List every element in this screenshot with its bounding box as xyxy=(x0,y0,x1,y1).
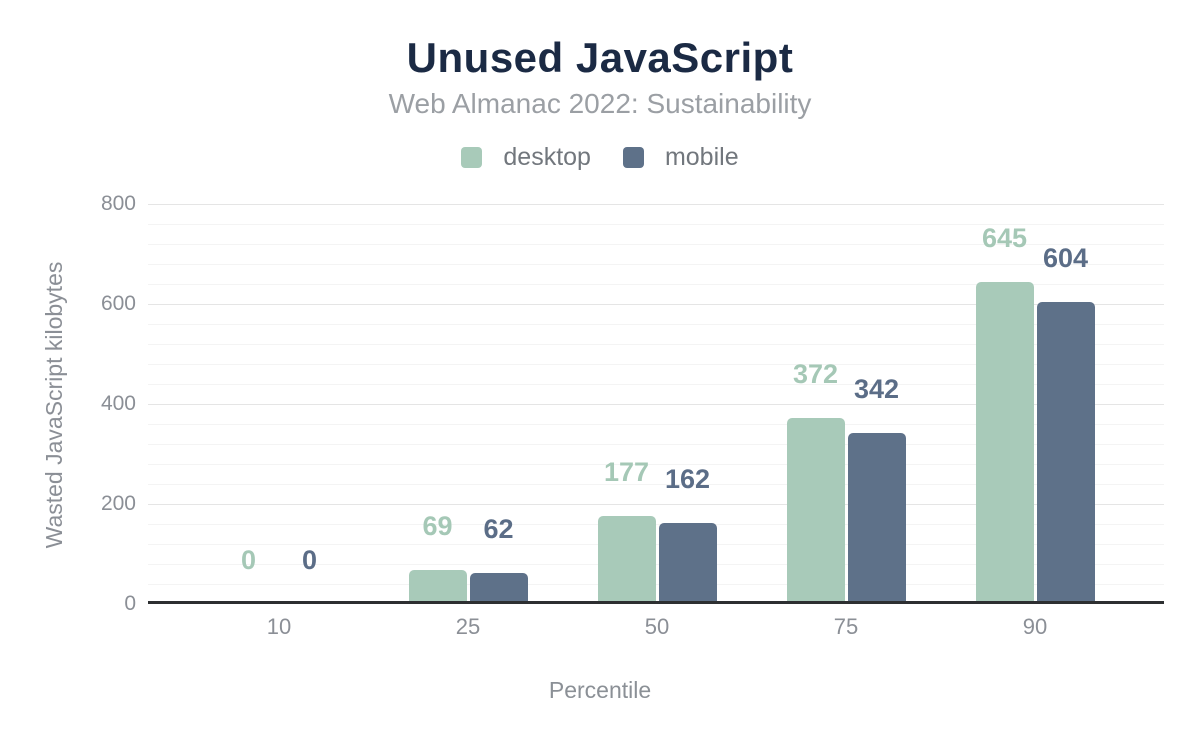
bar-desktop-p25 xyxy=(408,569,467,604)
gridline-minor xyxy=(148,524,1164,525)
y-tick-label: 200 xyxy=(100,492,136,515)
bar-desktop-p90 xyxy=(975,281,1034,604)
gridline-minor xyxy=(148,384,1164,385)
bar-value-label-desktop-p90: 645 xyxy=(981,222,1028,253)
legend-label-desktop: desktop xyxy=(503,143,591,171)
y-tick-label: 0 xyxy=(124,592,136,615)
bar-mobile-p75 xyxy=(847,433,906,604)
y-tick-label: 400 xyxy=(100,392,136,415)
legend-item-mobile: mobile xyxy=(622,143,739,172)
x-tick-label: 25 xyxy=(455,614,481,639)
gridline-major xyxy=(148,304,1164,305)
x-axis-title: Percentile xyxy=(548,677,652,703)
legend-swatch-desktop-icon xyxy=(461,147,483,168)
gridline-minor xyxy=(148,484,1164,485)
x-tick-label: 50 xyxy=(644,614,670,639)
bar-value-label-desktop-p50: 177 xyxy=(603,456,650,487)
gridline-minor xyxy=(148,324,1164,325)
x-tick-label: 75 xyxy=(833,614,859,639)
chart-subtitle: Web Almanac 2022: Sustainability xyxy=(388,88,812,119)
x-axis-line xyxy=(148,601,1164,604)
gridline-minor xyxy=(148,564,1164,565)
gridline-minor xyxy=(148,344,1164,345)
bar-value-label-desktop-p75: 372 xyxy=(792,359,839,389)
gridline-minor xyxy=(148,464,1164,465)
x-tick-label: 90 xyxy=(1022,614,1048,639)
gridline-minor xyxy=(148,584,1164,585)
gridline-major xyxy=(148,204,1164,205)
legend-item-desktop: desktop xyxy=(461,143,591,172)
gridline-minor xyxy=(148,424,1164,425)
bar-value-label-mobile-p10: 0 xyxy=(301,545,318,575)
bar-value-label-mobile-p50: 162 xyxy=(664,464,711,494)
chart-title: Unused JavaScript xyxy=(406,34,794,81)
gridline-minor xyxy=(148,244,1164,245)
legend-swatch-mobile-icon xyxy=(622,147,644,168)
gridline-major xyxy=(148,404,1164,405)
bar-value-label-mobile-p25: 62 xyxy=(483,514,514,544)
bar-value-label-desktop-p25: 69 xyxy=(422,510,453,541)
plot-area: 0 0 69 62 177 162 372 342 645 604 xyxy=(148,204,1164,604)
y-tick-label: 800 xyxy=(100,192,136,215)
x-tick-label: 10 xyxy=(266,614,292,639)
gridline-minor xyxy=(148,544,1164,545)
bar-value-label-mobile-p90: 604 xyxy=(1042,243,1089,273)
gridline-minor xyxy=(148,224,1164,225)
gridline-minor xyxy=(148,364,1164,365)
bar-desktop-p50 xyxy=(597,515,656,604)
bar-mobile-p25 xyxy=(469,573,528,604)
bar-desktop-p75 xyxy=(786,418,845,604)
gridline-minor xyxy=(148,444,1164,445)
legend: desktop mobile xyxy=(0,143,1200,172)
gridline-minor xyxy=(148,264,1164,265)
legend-label-mobile: mobile xyxy=(664,143,739,171)
bar-value-label-mobile-p75: 342 xyxy=(853,374,900,404)
bar-mobile-p90 xyxy=(1036,302,1095,604)
gridline-minor xyxy=(148,284,1164,285)
y-tick-label: 600 xyxy=(100,292,136,315)
bar-value-label-desktop-p10: 0 xyxy=(240,545,257,575)
bar-mobile-p50 xyxy=(658,523,717,604)
gridline-major xyxy=(148,504,1164,505)
